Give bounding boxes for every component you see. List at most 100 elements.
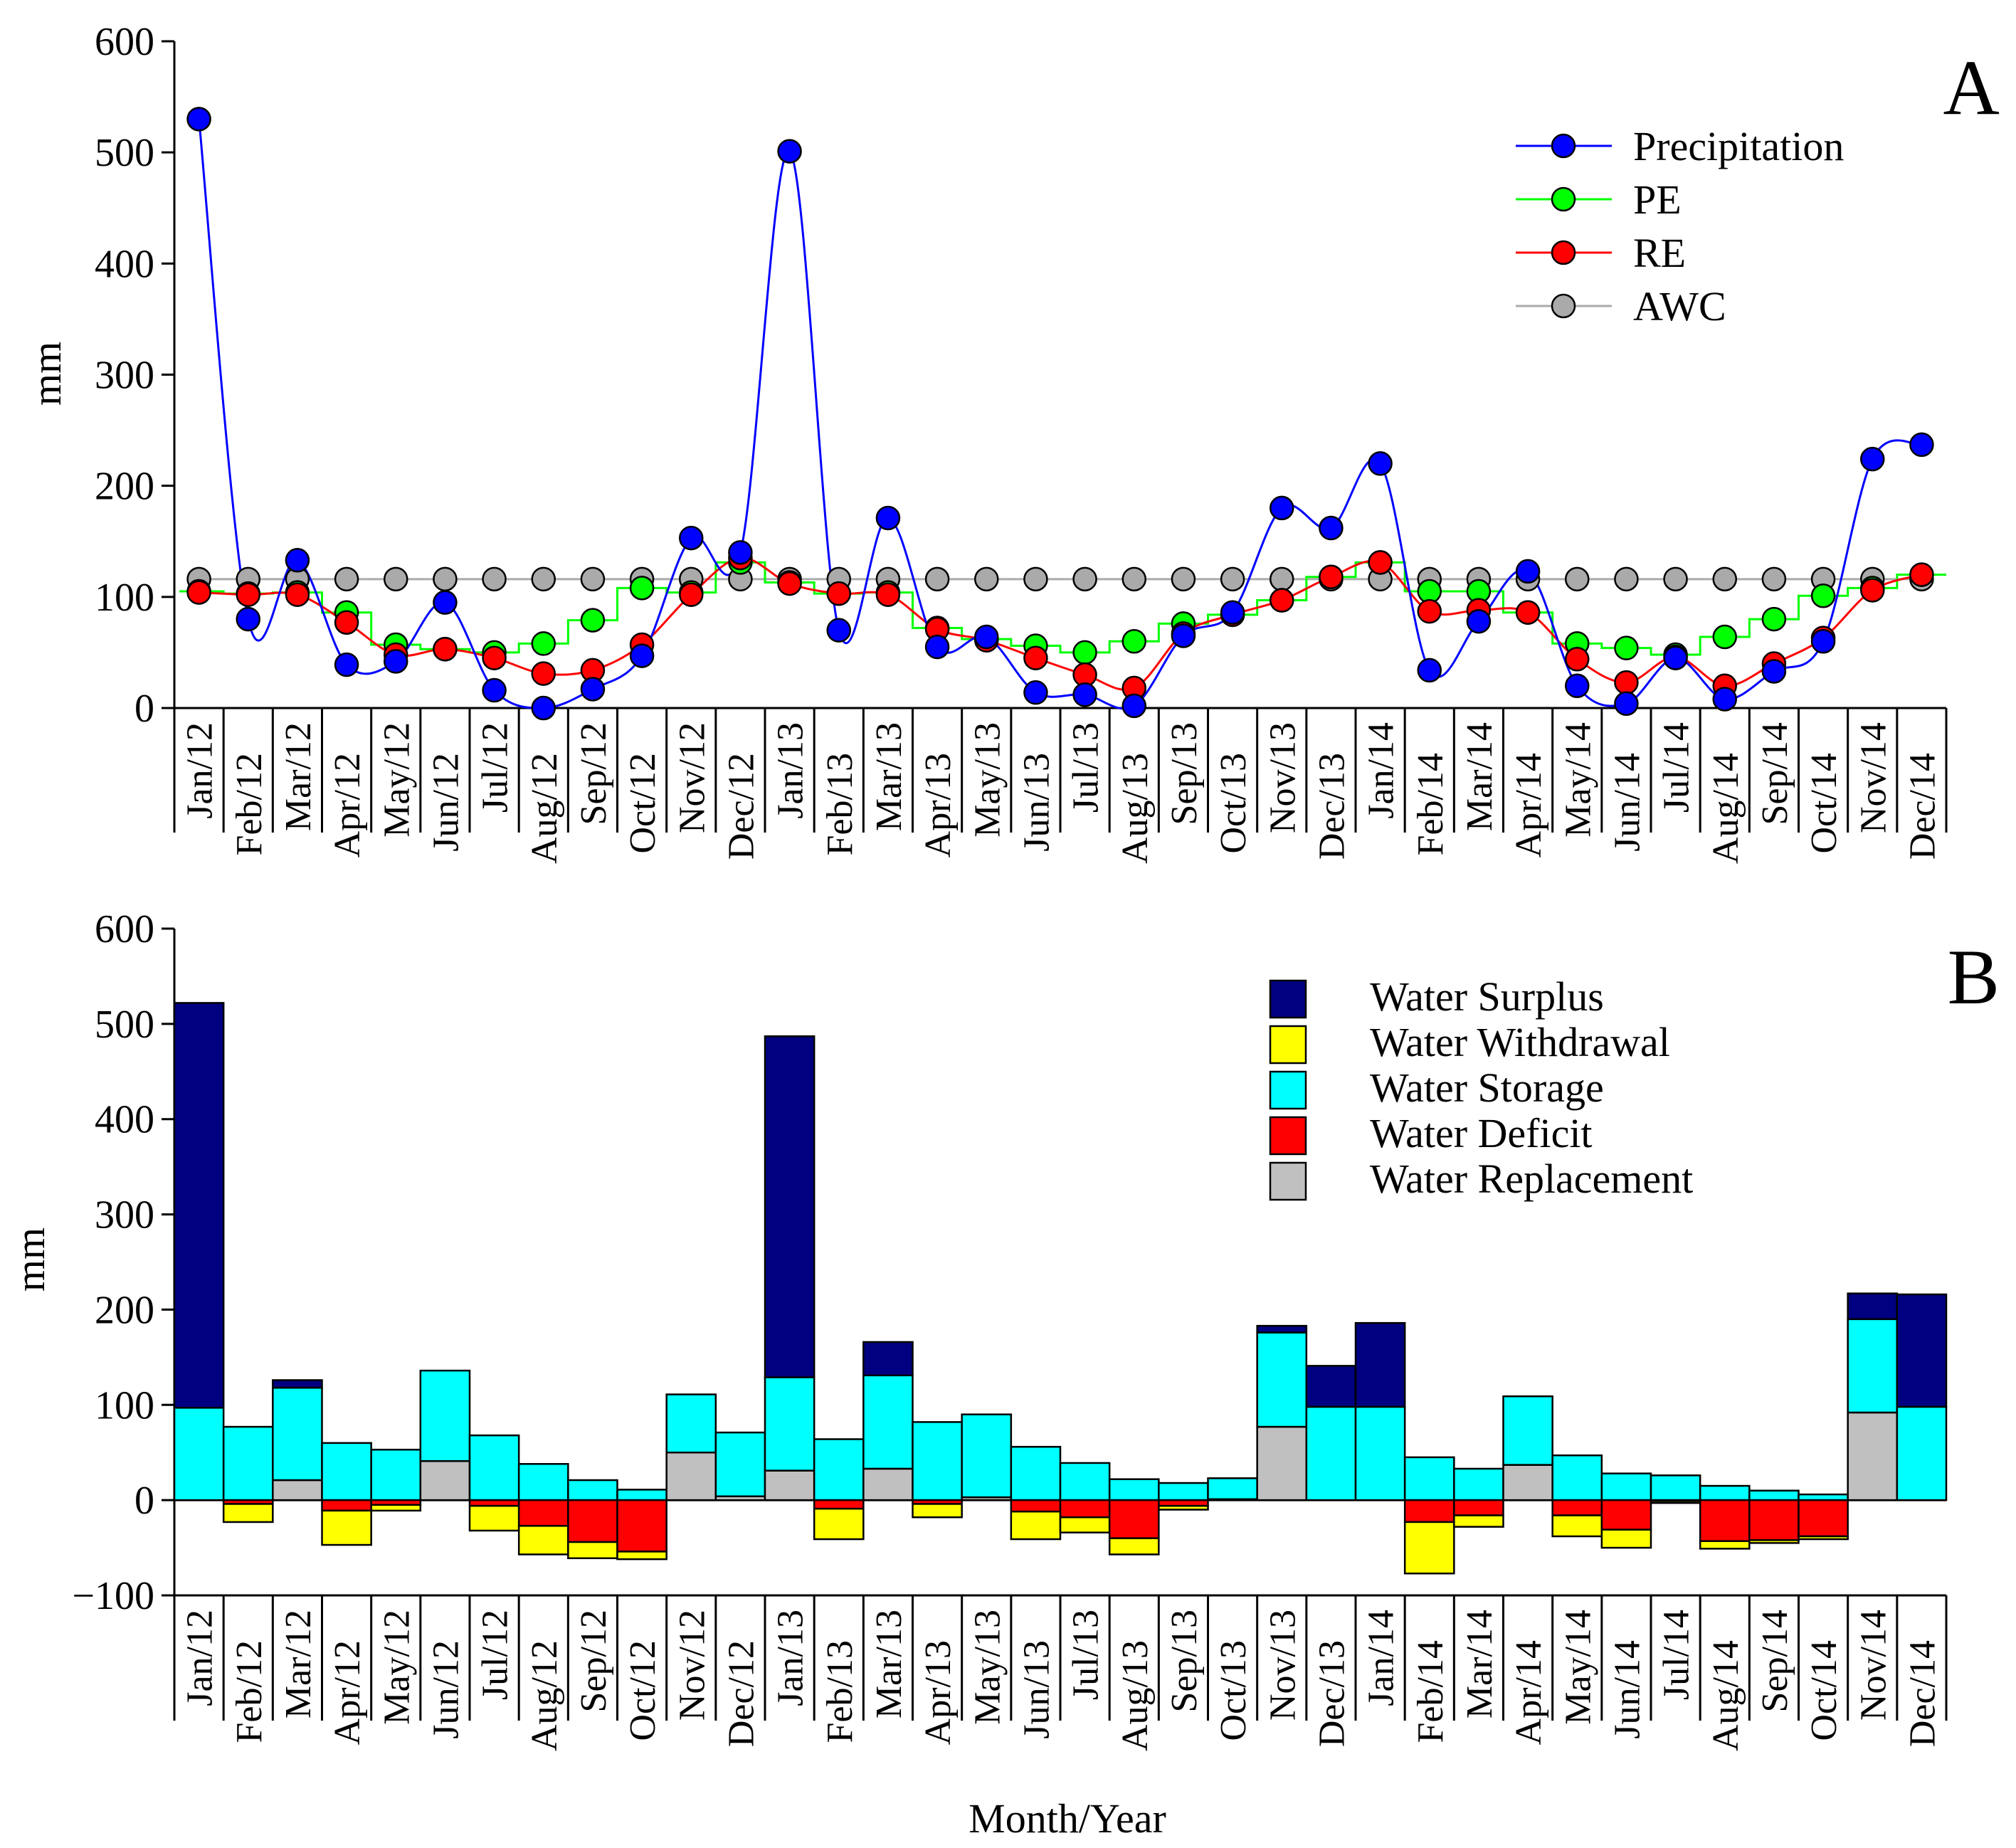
panel-b-y-tick-label: 0 [134, 1479, 154, 1523]
panel-a-series [179, 107, 1946, 721]
bar-water-replacement [1847, 1411, 1899, 1501]
bar-water-withdrawal [1010, 1510, 1062, 1541]
bar-water-replacement [1256, 1425, 1308, 1501]
panel-a-month-label: Sep/12 [574, 722, 614, 825]
point-re [1515, 600, 1541, 625]
panel-b-month-label: Apr/14 [1509, 1640, 1549, 1745]
point-re [1417, 598, 1442, 624]
panel-a-y-tick-label: 200 [95, 465, 154, 509]
point-pe [1761, 606, 1787, 632]
point-pe [580, 608, 606, 633]
panel-b-y-tick-label: 100 [95, 1383, 154, 1427]
bar-water-deficit [567, 1499, 618, 1543]
point-precipitation [777, 139, 802, 164]
point-re [1860, 578, 1885, 603]
panel-a-month-label: Jul/12 [475, 722, 516, 813]
panel-a-month-label: Jan/14 [1361, 722, 1402, 819]
panel-a-y-tick-label: 500 [95, 131, 154, 175]
point-awc [384, 566, 408, 592]
point-re [1614, 670, 1639, 695]
bar-water-storage [468, 1434, 520, 1501]
point-re [1909, 562, 1934, 587]
point-re [777, 571, 802, 596]
point-pe [1810, 584, 1836, 608]
point-awc [1663, 566, 1688, 592]
bar-water-withdrawal [321, 1509, 372, 1546]
bar-water-surplus [862, 1341, 914, 1377]
point-awc [1270, 566, 1294, 592]
point-pe [1712, 624, 1737, 650]
panel-b-y-tick-label: 600 [95, 907, 154, 951]
panel-a-y-tick-label: 400 [95, 242, 154, 286]
bar-water-deficit [813, 1499, 865, 1510]
legend-swatch-water-withdrawal [1269, 1025, 1307, 1065]
point-pe [1122, 629, 1146, 654]
panel-b-month-label: Mar/14 [1460, 1610, 1500, 1718]
point-awc [1614, 566, 1639, 592]
panel-a-month-label: Jul/13 [1066, 722, 1107, 813]
point-precipitation [679, 525, 704, 551]
legend-label-re: RE [1633, 230, 1686, 276]
bar-water-replacement [272, 1479, 323, 1501]
point-pe [1072, 640, 1097, 665]
panel-b-month-label: Sep/13 [1164, 1610, 1205, 1712]
point-precipitation [433, 590, 458, 615]
panel-a-month-label: Dec/14 [1902, 753, 1943, 860]
bar-water-surplus [764, 1035, 816, 1378]
point-precipitation [974, 624, 999, 650]
point-awc [531, 566, 556, 592]
point-awc [1565, 566, 1590, 592]
legend-label-pe: PE [1633, 176, 1682, 223]
bar-water-replacement [764, 1469, 816, 1501]
point-precipitation [384, 649, 408, 674]
bar-water-storage [862, 1374, 914, 1470]
panel-b-month-label: May/14 [1558, 1610, 1598, 1725]
point-precipitation [1860, 446, 1885, 472]
point-precipitation [1712, 687, 1737, 712]
bar-water-storage [321, 1442, 372, 1501]
panel-b-month-label: Apr/13 [918, 1640, 959, 1745]
point-precipitation [924, 634, 950, 660]
bar-water-storage [1305, 1405, 1357, 1501]
point-awc [924, 566, 950, 592]
panel-b-month-label: Mar/12 [278, 1610, 319, 1718]
bar-water-storage [1551, 1454, 1603, 1501]
bar-water-storage [1453, 1467, 1504, 1501]
bar-water-withdrawal [1453, 1514, 1504, 1528]
bar-water-storage [1403, 1456, 1455, 1501]
bar-water-deficit [1403, 1499, 1455, 1524]
point-re [433, 636, 458, 662]
panel-b-month-label: Oct/14 [1804, 1640, 1845, 1741]
panel-b-month-label: Nov/12 [672, 1610, 712, 1721]
bar-water-storage [616, 1489, 667, 1501]
bar-water-withdrawal [517, 1525, 569, 1556]
point-pe [531, 631, 556, 656]
panel-b-month-label: Sep/12 [574, 1610, 614, 1712]
point-precipitation [1368, 451, 1393, 476]
panel-b-month-label: Dec/14 [1902, 1640, 1943, 1747]
point-precipitation [236, 606, 260, 632]
bar-water-storage [912, 1421, 963, 1501]
panel-b-letter: B [1948, 934, 2000, 1020]
point-re [186, 580, 211, 605]
panel-b-month-label: Jan/14 [1361, 1610, 1402, 1706]
point-awc [1220, 566, 1245, 592]
point-awc [974, 566, 999, 592]
panel-a-axes: 0 100 200 300 400 500 600 [95, 20, 1948, 833]
point-precipitation [1171, 623, 1196, 648]
bar-water-storage [1256, 1331, 1308, 1428]
bar-water-deficit [1108, 1499, 1160, 1539]
panel-a-y-tick-label: 100 [95, 576, 154, 620]
bar-water-withdrawal [1108, 1537, 1160, 1556]
point-awc [580, 566, 606, 592]
panel-a-month-label: Mar/14 [1460, 722, 1500, 831]
point-pe [1614, 635, 1639, 660]
panel-b-y-axis-title: mm [7, 1227, 53, 1292]
bar-water-withdrawal [1699, 1540, 1751, 1550]
bar-water-deficit [616, 1499, 667, 1553]
point-pe [629, 576, 655, 601]
panel-b-month-label: Jul/13 [1066, 1610, 1107, 1700]
point-precipitation [1663, 645, 1688, 670]
